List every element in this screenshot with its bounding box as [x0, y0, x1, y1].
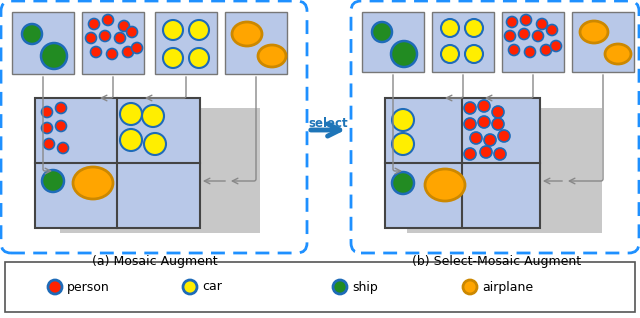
Circle shape [391, 41, 417, 67]
Circle shape [392, 133, 414, 155]
Circle shape [22, 24, 42, 44]
Circle shape [90, 46, 102, 58]
Circle shape [48, 280, 62, 294]
Circle shape [480, 146, 492, 158]
Bar [155, 12, 217, 74]
Bar [502, 12, 564, 72]
Circle shape [372, 22, 392, 42]
Circle shape [547, 24, 557, 36]
Circle shape [492, 106, 504, 118]
Circle shape [478, 100, 490, 112]
Ellipse shape [73, 167, 113, 199]
Bar [407, 108, 602, 233]
Circle shape [541, 45, 552, 56]
Circle shape [520, 15, 531, 25]
Text: person: person [67, 280, 109, 294]
Ellipse shape [425, 169, 465, 201]
Text: (b) Select-Mosaic Augment: (b) Select-Mosaic Augment [412, 255, 582, 268]
Circle shape [509, 45, 520, 56]
Circle shape [464, 148, 476, 160]
Circle shape [536, 18, 547, 30]
Circle shape [532, 31, 543, 42]
Circle shape [106, 49, 118, 59]
Bar [35, 98, 200, 228]
FancyBboxPatch shape [351, 1, 639, 253]
Circle shape [470, 132, 482, 144]
Circle shape [525, 46, 536, 58]
Circle shape [463, 280, 477, 294]
Circle shape [144, 133, 166, 155]
Bar [385, 98, 540, 228]
Bar [82, 12, 144, 74]
Circle shape [504, 31, 515, 42]
Circle shape [498, 130, 510, 142]
Text: (a) Mosaic Augment: (a) Mosaic Augment [92, 255, 218, 268]
FancyBboxPatch shape [1, 1, 307, 253]
Bar [5, 262, 635, 312]
Bar [362, 12, 424, 72]
Circle shape [464, 118, 476, 130]
Ellipse shape [580, 21, 608, 43]
Bar [432, 12, 494, 72]
Circle shape [58, 142, 68, 154]
Circle shape [441, 19, 459, 37]
Circle shape [392, 109, 414, 131]
Circle shape [120, 129, 142, 151]
Circle shape [163, 48, 183, 68]
Circle shape [42, 122, 52, 134]
Circle shape [44, 139, 54, 149]
Text: airplane: airplane [482, 280, 533, 294]
Circle shape [102, 15, 113, 25]
Circle shape [142, 105, 164, 127]
Circle shape [42, 170, 64, 192]
Ellipse shape [605, 44, 631, 64]
Circle shape [183, 280, 197, 294]
Circle shape [42, 107, 52, 117]
Text: car: car [202, 280, 222, 294]
Circle shape [127, 26, 138, 38]
Text: ship: ship [352, 280, 378, 294]
Circle shape [492, 118, 504, 130]
Ellipse shape [258, 45, 286, 67]
Circle shape [484, 134, 496, 146]
Circle shape [465, 19, 483, 37]
Circle shape [131, 43, 143, 53]
Circle shape [115, 32, 125, 44]
Circle shape [550, 40, 561, 52]
Circle shape [441, 45, 459, 63]
Circle shape [41, 43, 67, 69]
Circle shape [99, 31, 111, 42]
Circle shape [392, 172, 414, 194]
Circle shape [120, 103, 142, 125]
Circle shape [464, 102, 476, 114]
Bar [225, 12, 287, 74]
Bar [572, 12, 634, 72]
Circle shape [118, 20, 129, 31]
Circle shape [56, 121, 67, 132]
Circle shape [465, 45, 483, 63]
Circle shape [333, 280, 347, 294]
Circle shape [86, 32, 97, 44]
Circle shape [88, 18, 99, 30]
Ellipse shape [232, 22, 262, 46]
Text: select: select [308, 117, 348, 130]
Circle shape [163, 20, 183, 40]
Bar [60, 108, 260, 233]
Bar [12, 12, 74, 74]
Circle shape [506, 17, 518, 27]
Circle shape [122, 46, 134, 58]
Circle shape [494, 148, 506, 160]
Circle shape [189, 48, 209, 68]
Circle shape [518, 29, 529, 39]
Circle shape [56, 102, 67, 114]
Circle shape [189, 20, 209, 40]
Circle shape [478, 116, 490, 128]
